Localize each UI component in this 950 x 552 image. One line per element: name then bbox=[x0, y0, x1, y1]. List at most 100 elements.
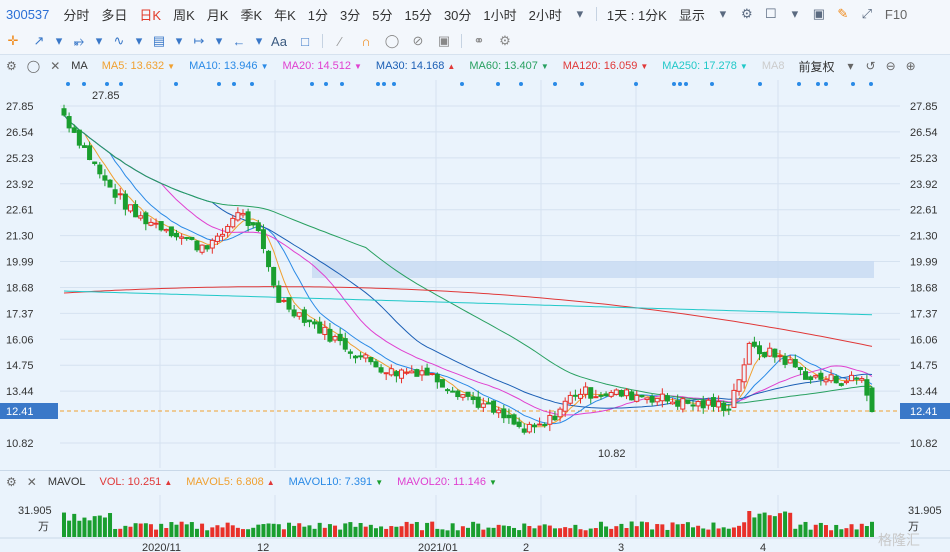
volume-bar bbox=[159, 523, 164, 537]
trash-icon[interactable]: ▣ bbox=[437, 33, 451, 48]
candle-body bbox=[460, 394, 466, 398]
stock-code[interactable]: 300537 bbox=[6, 6, 50, 22]
eraser-line-icon[interactable]: ∕ bbox=[338, 33, 342, 49]
range-tool-icon[interactable]: ↦ bbox=[193, 33, 205, 48]
display-chevron-icon[interactable]: ▾ bbox=[719, 6, 727, 21]
volume-bar bbox=[829, 530, 834, 537]
period-tab-quarterly-k[interactable]: 季K bbox=[240, 7, 263, 23]
vol-close-icon[interactable]: ✕ bbox=[26, 475, 37, 489]
period-tab-multiday[interactable]: 多日 bbox=[101, 7, 128, 23]
volume-bar bbox=[138, 523, 143, 537]
arrow-chevron-icon[interactable]: ▾ bbox=[255, 33, 263, 48]
magnet-icon[interactable]: ∩ bbox=[361, 33, 371, 49]
line-tool-icon[interactable]: ↗ bbox=[33, 33, 45, 48]
link-icon[interactable]: ⚭ bbox=[473, 33, 485, 48]
vol-settings-icon[interactable]: ⚙ bbox=[6, 475, 17, 489]
period-tab-1min[interactable]: 1分 bbox=[307, 7, 329, 23]
polyline-tool-icon[interactable]: ⥵ bbox=[73, 33, 85, 48]
wave-tool-icon[interactable]: ∿ bbox=[113, 33, 125, 48]
volume-bar bbox=[460, 526, 465, 537]
candle-body bbox=[792, 359, 798, 368]
undo-icon[interactable]: ↺ bbox=[865, 59, 876, 73]
candle-body bbox=[710, 397, 716, 407]
candle-body bbox=[332, 336, 338, 341]
ma-hide-icon[interactable]: ◯ bbox=[26, 59, 41, 73]
adjust-mode[interactable]: 前复权 bbox=[798, 59, 835, 74]
candle-body bbox=[220, 233, 226, 237]
checkbox-chevron-icon[interactable]: ▾ bbox=[791, 6, 799, 21]
candle-body bbox=[854, 377, 860, 380]
image-icon[interactable]: ▣ bbox=[812, 6, 826, 21]
volume-bar bbox=[194, 528, 199, 537]
volume-bar bbox=[164, 527, 169, 537]
period-tab-yearly-k[interactable]: 年K bbox=[274, 7, 296, 23]
arrow-tool-icon[interactable]: ← bbox=[232, 33, 246, 49]
volume-bar bbox=[512, 527, 517, 537]
volume-bar bbox=[430, 521, 435, 537]
volume-bar bbox=[225, 522, 230, 537]
fullscreen-icon[interactable]: ⤢ bbox=[861, 6, 873, 21]
candle-body bbox=[736, 379, 742, 392]
chevron-down-icon[interactable]: ▾ bbox=[576, 6, 584, 21]
wave-chevron-icon[interactable]: ▾ bbox=[135, 33, 143, 48]
zoom-out-icon[interactable]: ⊖ bbox=[885, 59, 896, 73]
polyline-chevron-icon[interactable]: ▾ bbox=[95, 33, 103, 48]
crosshair-icon[interactable]: ✛ bbox=[7, 33, 19, 48]
candle-body bbox=[654, 397, 660, 403]
period-tab-15min[interactable]: 15分 bbox=[404, 7, 432, 23]
candle-body bbox=[71, 127, 77, 133]
comment-icon[interactable]: □ bbox=[301, 33, 309, 49]
ma-close-icon[interactable]: ✕ bbox=[50, 59, 61, 73]
settings-gear-icon[interactable]: ⚙ bbox=[741, 6, 753, 21]
volume-bar bbox=[481, 529, 486, 537]
period-tab-1hour[interactable]: 1小时 bbox=[483, 7, 517, 23]
pencil-icon[interactable]: ✎ bbox=[837, 6, 849, 21]
range-chevron-icon[interactable]: ▾ bbox=[215, 33, 223, 48]
price-tick-left: 25.23 bbox=[6, 153, 34, 165]
adjust-chevron-icon[interactable]: ▾ bbox=[847, 59, 854, 73]
candle-body bbox=[235, 212, 241, 221]
period-tab-weekly-k[interactable]: 周K bbox=[173, 7, 195, 23]
candle-body bbox=[649, 395, 655, 403]
candle-body bbox=[521, 428, 527, 433]
x-tick: 2021/01 bbox=[418, 542, 458, 552]
volume-bar bbox=[772, 516, 777, 537]
volume-bar bbox=[435, 528, 440, 537]
volume-bar bbox=[230, 525, 235, 537]
period-tab-30min[interactable]: 30分 bbox=[443, 7, 472, 23]
volume-bar bbox=[322, 527, 327, 537]
volume-bar bbox=[783, 511, 788, 537]
candle-body bbox=[838, 383, 844, 386]
period-tab-5min[interactable]: 5分 bbox=[372, 7, 393, 23]
price-tick-left: 14.75 bbox=[6, 360, 34, 372]
period-tab-3min[interactable]: 3分 bbox=[340, 7, 361, 23]
text-tool-icon[interactable]: Aa bbox=[271, 33, 287, 49]
lock-icon[interactable]: ◯ bbox=[384, 33, 400, 48]
display-menu[interactable]: 显示 bbox=[678, 7, 705, 23]
volume-bar bbox=[803, 521, 808, 537]
period-tab-2hour[interactable]: 2小时 bbox=[528, 7, 562, 23]
hide-icon[interactable]: ⊘ bbox=[412, 33, 424, 48]
ma-legend: ⚙ ◯ ✕ MA MA5: 13.632 ▼ MA10: 13.946 ▼ MA20… bbox=[0, 55, 950, 77]
bar-pattern-chevron-icon[interactable]: ▾ bbox=[175, 33, 183, 48]
zoom-in-icon[interactable]: ⊕ bbox=[905, 59, 916, 73]
period-tab-monthly-k[interactable]: 月K bbox=[206, 7, 229, 23]
interval-selector[interactable]: 1天 : 1分K bbox=[606, 7, 667, 23]
volume-bar bbox=[609, 528, 614, 537]
ma8-value: MA8 bbox=[761, 60, 785, 72]
bar-pattern-icon[interactable]: ▤ bbox=[152, 33, 166, 48]
candle-body bbox=[286, 297, 292, 310]
period-tab-daily-k[interactable]: 日K bbox=[139, 7, 162, 23]
candle-body bbox=[813, 374, 819, 378]
volume-bar bbox=[317, 522, 322, 537]
volume-bar bbox=[844, 528, 849, 537]
f10-button[interactable]: F10 bbox=[884, 6, 908, 22]
tool-settings-icon[interactable]: ⚙ bbox=[499, 33, 511, 48]
checkbox-icon[interactable]: ☐ bbox=[765, 6, 777, 21]
period-tab-fenshi[interactable]: 分时 bbox=[63, 7, 90, 23]
line-chevron-icon[interactable]: ▾ bbox=[55, 33, 63, 48]
ma-settings-icon[interactable]: ⚙ bbox=[6, 59, 17, 73]
volume-bar bbox=[62, 512, 66, 537]
candle-body bbox=[578, 393, 584, 399]
x-tick: 2020/11 bbox=[142, 542, 181, 552]
